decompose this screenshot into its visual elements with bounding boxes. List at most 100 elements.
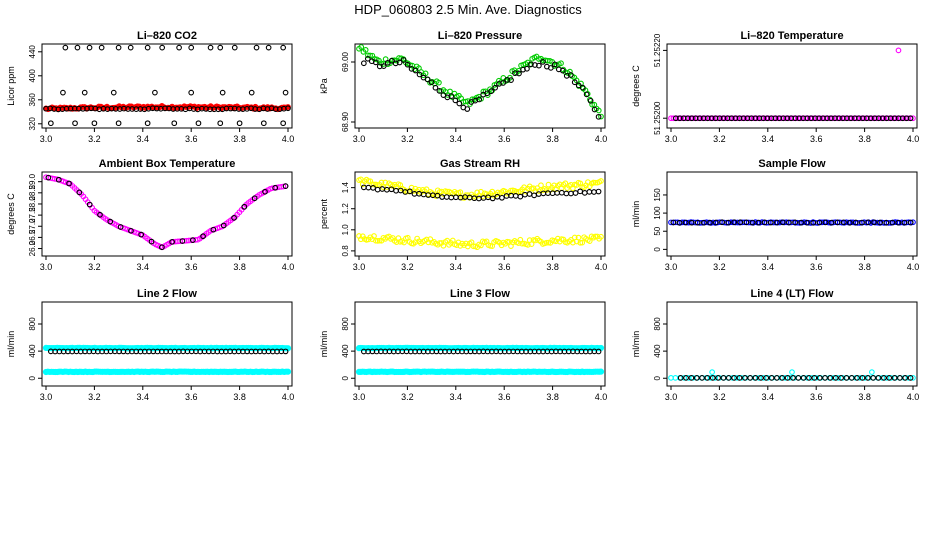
chart-panel: Li–820 Pressure kPa 3.0 3.2 3.4 3.6 3.8 4.0 68.9…: [319, 30, 607, 144]
data-point: [540, 59, 546, 65]
data-point: [516, 70, 522, 77]
data-point: [592, 179, 599, 186]
x-tick-label: 3.0: [40, 262, 53, 272]
plot-frame: [354, 301, 606, 387]
x-tick-label: 3.6: [810, 392, 823, 402]
data-point: [412, 67, 419, 74]
data-point: [676, 219, 683, 226]
data-point: [280, 120, 287, 127]
x-tick-label: 3.8: [546, 262, 559, 272]
y-tick-label: 1.4: [341, 182, 350, 194]
x-tick-label: 3.4: [762, 262, 775, 272]
data-point: [895, 47, 902, 54]
data-point: [752, 115, 759, 122]
x-tick-label: 3.8: [233, 262, 246, 272]
data-point: [907, 115, 914, 122]
data-point: [217, 44, 224, 51]
data-point: [169, 238, 176, 245]
x-tick-label: 3.4: [137, 392, 150, 402]
data-point: [365, 184, 372, 191]
data-point: [907, 375, 914, 381]
x-tick-label: 3.6: [185, 262, 198, 272]
data-point: [369, 181, 375, 188]
data-point: [66, 180, 72, 187]
x-tick-label: 3.0: [353, 262, 366, 272]
data-point: [672, 115, 679, 122]
data-point: [572, 190, 579, 196]
data-point: [792, 115, 799, 122]
data-point: [736, 375, 743, 381]
data-point: [910, 219, 916, 226]
data-point: [871, 115, 878, 122]
y-tick-label: 51.25200: [653, 101, 662, 135]
data-point: [370, 185, 376, 191]
plot-frame: [41, 171, 293, 257]
y-tick-label: 0: [28, 375, 37, 380]
data-point: [832, 375, 839, 381]
data-point: [725, 219, 732, 226]
data-point: [424, 76, 431, 83]
chart-panel: Li–820 Temperature degrees C 3.0 3.2 3.4 3.6 3…: [631, 30, 919, 144]
data-point: [372, 59, 379, 66]
data-point: [840, 219, 847, 226]
data-point: [846, 219, 853, 226]
data-point: [107, 218, 114, 225]
series-line2-low: [42, 368, 292, 376]
x-tick-label: 3.6: [810, 262, 823, 272]
data-point: [374, 186, 381, 193]
y-tick-label: 400: [28, 69, 37, 83]
chart-panel: Li–820 CO2 Licor ppm 3.0 3.2 3.4 3.6 3.8 4.0 320…: [6, 30, 294, 144]
data-point: [832, 115, 838, 122]
data-point: [152, 89, 158, 96]
x-tick-label: 3.0: [353, 134, 366, 144]
y-tick-label: 50: [653, 226, 662, 235]
data-point: [758, 375, 764, 381]
series-box-temp-ref: [45, 174, 289, 251]
x-tick-label: 3.0: [665, 134, 678, 144]
data-point: [581, 190, 588, 196]
data-point: [720, 375, 727, 381]
y-tick-label: 26.5: [28, 229, 37, 245]
data-point: [500, 80, 506, 86]
data-point: [883, 115, 890, 122]
y-tick-label: 29.0: [28, 173, 37, 189]
data-point: [280, 183, 287, 190]
data-point: [492, 84, 498, 91]
series-pressure-reference: [360, 55, 602, 120]
data-point: [800, 115, 807, 122]
data-point: [763, 375, 770, 381]
series-pressure-cell: [356, 44, 604, 120]
data-point: [724, 115, 731, 122]
data-point: [595, 188, 602, 195]
y-tick-label: 0: [653, 247, 662, 252]
data-point: [382, 179, 389, 186]
data-point: [210, 226, 217, 233]
data-point: [886, 375, 893, 381]
x-tick-label: 3.2: [401, 392, 414, 402]
data-point: [676, 115, 683, 122]
data-point: [499, 194, 505, 201]
x-tick-label: 3.2: [713, 262, 726, 272]
data-point: [55, 176, 62, 183]
y-tick-label: 27.0: [28, 218, 37, 234]
x-tick-label: 3.6: [498, 134, 511, 144]
data-point: [800, 375, 807, 381]
y-axis-label: degrees C: [6, 193, 16, 235]
y-axis-label: ml/min: [6, 331, 16, 358]
data-point: [824, 115, 830, 122]
data-point: [591, 106, 598, 113]
data-point: [741, 375, 748, 381]
panel-title: Line 2 Flow: [137, 288, 197, 300]
data-point: [867, 115, 874, 122]
data-point: [897, 375, 903, 381]
data-point: [179, 238, 186, 244]
data-point: [700, 115, 707, 122]
data-point: [391, 57, 398, 64]
data-point: [891, 115, 898, 122]
data-point: [899, 115, 906, 122]
data-point: [696, 115, 703, 122]
x-tick-label: 4.0: [595, 262, 608, 272]
y-axis-label: percent: [319, 198, 329, 229]
data-point: [816, 115, 822, 122]
